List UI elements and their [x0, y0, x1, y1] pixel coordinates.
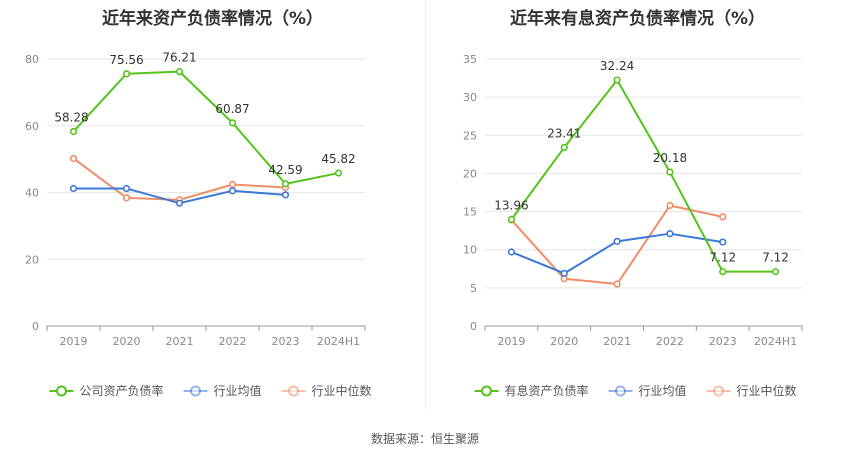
right-y-tick-label: 25	[463, 129, 477, 142]
left-series-point-0	[334, 169, 343, 177]
left-legend-item-0[interactable]: 公司资产负债率	[49, 383, 164, 398]
right-x-tick-label: 2023	[709, 335, 737, 348]
right-y-tick-label: 30	[463, 91, 477, 104]
left-data-label: 45.82	[321, 152, 355, 166]
right-y-tick-label: 20	[463, 167, 477, 180]
right-data-label: 7.12	[709, 251, 736, 265]
right-series-point-0	[507, 215, 516, 224]
left-series-point-2	[228, 180, 237, 189]
left-x-tick-label: 2021	[166, 335, 194, 348]
left-x-tick-label: 2019	[60, 335, 88, 348]
left-x-tick-label: 2024H1	[317, 335, 360, 348]
left-series-point-0	[175, 68, 184, 76]
chart-right: 0 5 10 15 20 25 30 35 2019 2020 2021 2022 2023 2024H1…	[463, 53, 803, 398]
right-series-point-1	[560, 269, 568, 277]
left-data-label: 42.59	[268, 163, 302, 177]
left-legend-label: 行业中位数	[312, 383, 372, 398]
right-legend-label: 行业中位数	[737, 383, 797, 398]
right-legend-marker-icon	[615, 385, 626, 397]
left-series-point-2	[69, 154, 78, 163]
right-series-point-2	[613, 280, 621, 288]
right-series-point-0	[613, 76, 621, 84]
right-series-point-0	[771, 268, 780, 276]
right-legend-label: 有息资产负债率	[505, 383, 589, 398]
left-series-point-1	[228, 187, 237, 195]
panel-divider	[425, 0, 426, 410]
right-legend-label: 行业均值	[639, 383, 687, 398]
left-series-point-1	[175, 199, 184, 207]
right-series-point-0	[719, 268, 727, 276]
right-series-point-2	[666, 201, 674, 210]
left-legend-label: 公司资产负债率	[80, 383, 164, 398]
left-legend-marker-icon	[56, 385, 67, 397]
data-source: 数据来源：恒生聚源	[370, 432, 479, 446]
right-x-tick-label: 2019	[497, 335, 525, 348]
left-y-tick-label: 80	[25, 53, 39, 66]
right-x-tick-label: 2024H1	[754, 335, 797, 348]
right-legend-item-2[interactable]: 行业中位数	[706, 383, 797, 398]
right-legend-item-1[interactable]: 行业均值	[608, 383, 687, 398]
left-series-point-1	[122, 184, 131, 193]
right-data-label: 20.18	[653, 151, 687, 165]
right-data-label: 7.12	[762, 251, 789, 265]
right-series-point-1	[719, 238, 727, 246]
right-x-tick-label: 2022	[656, 335, 684, 348]
right-legend-item-0[interactable]: 有息资产负债率	[474, 383, 589, 398]
right-legend: 有息资产负债率 行业均值 行业中位数	[474, 383, 797, 398]
left-series-point-1	[281, 191, 290, 199]
left-legend: 公司资产负债率 行业均值 行业中位数	[49, 383, 372, 398]
right-x-tick-label: 2021	[603, 335, 631, 348]
left-series-point-0	[228, 119, 237, 127]
left-y-tick-label: 0	[32, 320, 39, 333]
left-series-point-1	[69, 184, 78, 193]
right-series-point-0	[666, 168, 674, 176]
right-y-tick-label: 15	[463, 206, 477, 219]
left-x-tick-label: 2022	[219, 335, 247, 348]
left-legend-item-1[interactable]: 行业均值	[183, 383, 262, 398]
left-series-point-0	[69, 127, 78, 136]
left-data-label: 60.87	[215, 102, 249, 116]
right-series-point-1	[613, 237, 621, 245]
left-series-line-2	[72, 157, 286, 201]
right-series-point-0	[560, 143, 568, 152]
right-legend-marker-icon	[481, 385, 492, 397]
right-data-label: 13.96	[494, 199, 528, 213]
right-y-tick-label: 35	[463, 53, 477, 66]
chart-left: 0 20 40 60 80 2019 2020 2021 2022 2023 2024H1 58.28…	[25, 51, 372, 398]
left-data-label: 75.56	[109, 53, 143, 67]
chart-title-left: 近年来资产负债率情况（%）	[101, 9, 324, 29]
left-y-tick-label: 40	[25, 187, 39, 200]
left-x-tick-label: 2020	[113, 335, 141, 348]
left-legend-label: 行业均值	[214, 383, 262, 398]
right-series-line-0	[510, 79, 776, 273]
left-series-point-0	[122, 70, 131, 78]
right-x-tick-label: 2020	[550, 335, 578, 348]
left-data-label: 76.21	[162, 51, 196, 65]
right-series-point-1	[666, 230, 674, 238]
left-legend-marker-icon	[288, 385, 299, 397]
left-legend-item-2[interactable]: 行业中位数	[281, 383, 372, 398]
left-data-label: 58.28	[54, 110, 88, 124]
left-series-point-0	[281, 180, 290, 188]
left-series-line-0	[72, 70, 339, 185]
right-y-tick-label: 10	[463, 244, 477, 257]
right-series-point-2	[719, 213, 727, 221]
left-y-tick-label: 20	[25, 253, 39, 266]
right-y-tick-label: 5	[470, 282, 477, 295]
left-legend-marker-icon	[190, 385, 201, 397]
chart-title-right: 近年来有息资产负债率情况（%）	[509, 9, 766, 29]
right-series-point-1	[507, 248, 516, 256]
right-legend-marker-icon	[713, 385, 724, 397]
left-series-point-2	[122, 194, 131, 202]
right-y-tick-label: 0	[470, 320, 477, 333]
left-y-tick-label: 60	[25, 120, 39, 133]
right-data-label: 23.41	[547, 126, 581, 140]
left-x-tick-label: 2023	[272, 335, 300, 348]
right-data-label: 32.24	[600, 59, 634, 73]
